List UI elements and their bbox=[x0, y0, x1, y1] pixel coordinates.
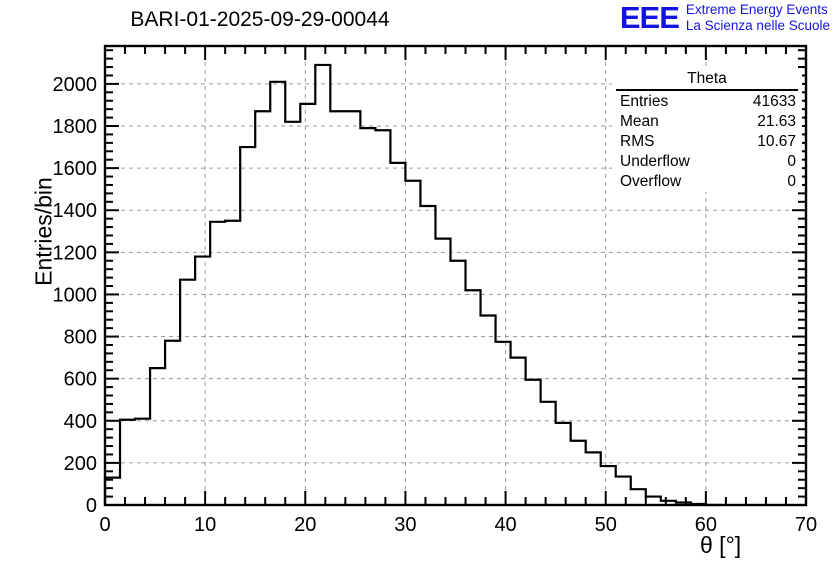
stat-value: 0 bbox=[787, 173, 796, 190]
x-axis-tick-labels: 0 10 20 30 40 50 60 70 bbox=[99, 514, 817, 536]
eee-logo-mark: EEE bbox=[619, 0, 680, 35]
y-tick-label: 1200 bbox=[53, 242, 98, 264]
x-tick-label: 10 bbox=[194, 514, 216, 536]
x-tick-label: 0 bbox=[99, 514, 110, 536]
stat-row: Underflow 0 bbox=[612, 152, 802, 172]
stat-row: Entries 41633 bbox=[612, 92, 802, 112]
stat-value: 10.67 bbox=[757, 133, 796, 150]
stat-key: Underflow bbox=[620, 153, 690, 170]
y-axis-tick-labels: 0 200 400 600 800 1000 1200 1400 1600 1800 2000 bbox=[53, 74, 98, 517]
stat-value: 41633 bbox=[752, 93, 796, 110]
x-tick-label: 40 bbox=[494, 514, 516, 536]
x-tick-label: 50 bbox=[595, 514, 617, 536]
histogram-outline bbox=[103, 63, 721, 507]
eee-logo-line2: La Scienza nelle Scuole bbox=[685, 18, 830, 33]
stat-key: Overflow bbox=[620, 173, 682, 190]
x-tick-label: 20 bbox=[294, 514, 316, 536]
y-tick-label: 800 bbox=[64, 327, 97, 349]
x-tick-label: 70 bbox=[795, 514, 817, 536]
stat-row: Overflow 0 bbox=[612, 172, 802, 192]
stat-row: Mean 21.63 bbox=[612, 112, 802, 132]
y-tick-label: 200 bbox=[64, 453, 97, 475]
y-tick-label: 0 bbox=[86, 495, 97, 517]
y-tick-label: 1600 bbox=[53, 158, 98, 180]
x-axis-title: θ [°] bbox=[700, 532, 742, 558]
stats-box: Theta Entries 41633 Mean 21.63 RMS 10.67 Under… bbox=[612, 68, 802, 192]
eee-logo-text: Extreme Energy Events La Scienza nelle S… bbox=[686, 2, 830, 34]
stat-row: RMS 10.67 bbox=[612, 132, 802, 152]
y-tick-label: 2000 bbox=[53, 74, 98, 96]
y-tick-label: 400 bbox=[64, 411, 97, 433]
stat-value: 0 bbox=[787, 153, 796, 170]
eee-logo-line1: Extreme Energy Events bbox=[685, 2, 828, 17]
x-tick-label: 60 bbox=[695, 514, 717, 536]
stat-value: 21.63 bbox=[757, 113, 796, 130]
plot-frame bbox=[103, 44, 808, 507]
stat-key: RMS bbox=[620, 133, 655, 150]
stat-key: Entries bbox=[620, 93, 669, 110]
x-tick-label: 30 bbox=[394, 514, 416, 536]
stats-box-rows: Entries 41633 Mean 21.63 RMS 10.67 Underflow 0 O… bbox=[612, 92, 802, 192]
y-tick-label: 1800 bbox=[53, 116, 98, 138]
y-axis-title: Entries/bin bbox=[30, 177, 57, 286]
y-tick-label: 1400 bbox=[53, 200, 98, 222]
page-title: BARI-01-2025-09-29-00044 bbox=[130, 8, 390, 31]
stat-key: Mean bbox=[620, 113, 659, 130]
eee-logo: EEE Extreme Energy Events La Scienza nel… bbox=[620, 2, 830, 34]
y-tick-label: 600 bbox=[64, 369, 97, 391]
stats-box-title: Theta bbox=[616, 70, 798, 91]
y-tick-label: 1000 bbox=[53, 284, 98, 306]
